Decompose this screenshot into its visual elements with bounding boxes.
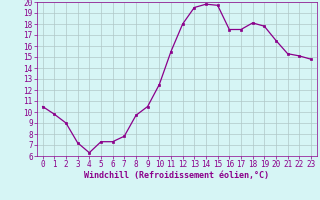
X-axis label: Windchill (Refroidissement éolien,°C): Windchill (Refroidissement éolien,°C) [84,171,269,180]
